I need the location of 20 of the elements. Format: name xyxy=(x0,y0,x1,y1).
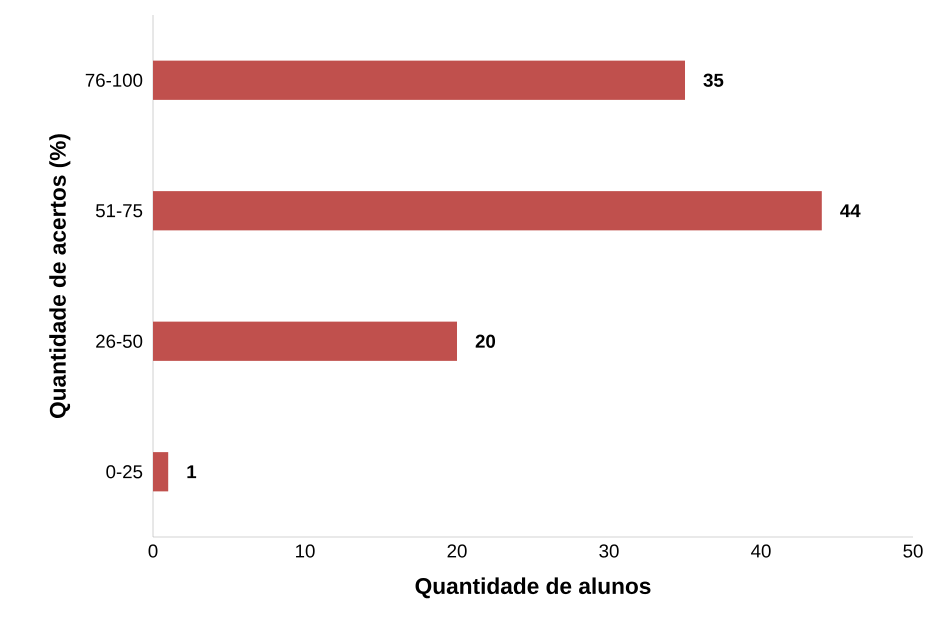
x-tick-label: 50 xyxy=(903,544,923,558)
x-tick-label: 30 xyxy=(599,544,619,558)
bar xyxy=(153,60,686,100)
y-tick-label: 76-100 xyxy=(86,74,142,87)
x-tick-label: 20 xyxy=(448,544,467,558)
y-tick-label: 51-75 xyxy=(96,204,142,218)
bar xyxy=(153,191,822,230)
y-tick-label: 26-50 xyxy=(96,334,142,348)
x-tick-label: 0 xyxy=(148,544,158,558)
data-label: 44 xyxy=(840,204,861,218)
x-axis-title: Quantidade de alunos xyxy=(416,577,650,598)
data-label: 20 xyxy=(476,334,496,348)
data-label: 35 xyxy=(703,74,724,87)
x-tick-label: 10 xyxy=(296,544,315,558)
y-axis-title: Quantidade de acertos (%) xyxy=(49,134,70,418)
bar xyxy=(153,452,168,492)
x-tick-label: 40 xyxy=(751,544,771,558)
y-tick-label: 0-25 xyxy=(106,465,142,478)
data-label: 1 xyxy=(187,465,196,478)
bar xyxy=(153,322,458,361)
